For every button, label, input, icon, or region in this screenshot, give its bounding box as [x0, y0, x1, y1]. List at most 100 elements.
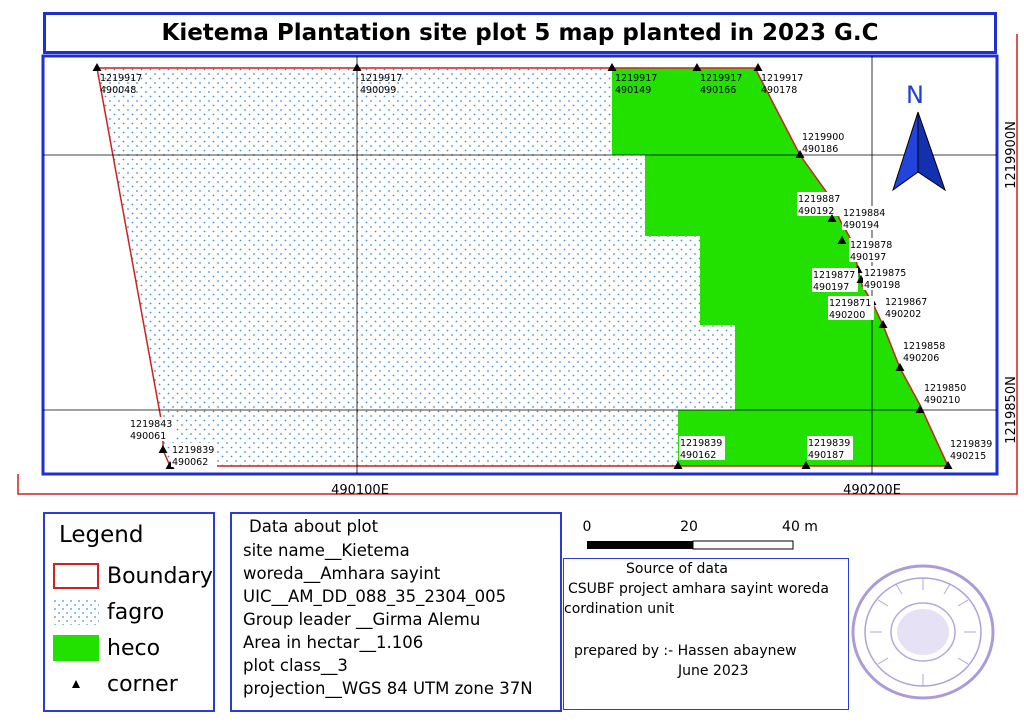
corner-marker — [692, 63, 702, 71]
corner-marker — [837, 236, 847, 244]
corner-easting-label: 490062 — [172, 457, 208, 468]
corner-marker — [673, 461, 683, 469]
corner-easting-label: 490197 — [813, 282, 849, 293]
corner-marker — [753, 63, 763, 71]
corner-easting-label: 490099 — [360, 85, 396, 96]
north-arrow-icon: N — [892, 81, 946, 192]
grid-x-label-2: 490200E — [843, 483, 901, 498]
corner-northing-label: 1219839 — [680, 438, 722, 449]
plot-info-line: site name__Kietema — [243, 541, 410, 560]
source-line: CSUBF project amhara sayint woreda — [568, 581, 829, 597]
corner-marker — [895, 363, 905, 371]
corner-easting-label: 490162 — [680, 450, 716, 461]
scale-bar: 0 20 40 m — [583, 519, 818, 550]
corner-label-bg — [884, 295, 930, 319]
legend: Legend Boundary fagro heco corner — [43, 512, 215, 712]
grid-y-label-2: 1219850N — [1004, 376, 1019, 444]
corner-easting-label: 490187 — [808, 450, 844, 461]
corner-northing-label: 1219887 — [798, 194, 840, 205]
plot-info-heading: Data about plot — [249, 517, 379, 536]
grid-y-label-1: 1219900N — [1004, 121, 1019, 189]
scale-label: 0 — [583, 519, 592, 535]
scale-label: 20 — [680, 519, 698, 535]
corner-marker — [352, 63, 362, 71]
corner-easting-label: 490061 — [130, 431, 166, 442]
map-title-box: Kietema Plantation site plot 5 map plant… — [43, 12, 997, 54]
plot-info-line: Group leader __Girma Alemu — [243, 610, 481, 629]
corner-marker — [801, 461, 811, 469]
map-title: Kietema Plantation site plot 5 map plant… — [161, 20, 879, 46]
corner-northing-label: 1219917 — [100, 73, 142, 84]
legend-item-corner: corner — [53, 669, 178, 699]
corner-label-bg — [902, 339, 948, 363]
corner-label-bg — [129, 417, 175, 441]
legend-label: heco — [107, 635, 161, 661]
fagro-area — [97, 68, 735, 466]
legend-label: fagro — [107, 599, 165, 625]
corner-marker — [878, 320, 888, 328]
corner-northing-label: 1219917 — [615, 73, 657, 84]
outer-red-border — [17, 34, 1018, 495]
corner-easting-label: 490197 — [850, 252, 886, 263]
corner-layer: 1219917490048121991749009912199174901491… — [92, 63, 995, 469]
corner-label-bg — [679, 436, 725, 460]
corner-easting-label: 490194 — [843, 220, 879, 231]
corner-easting-label: 490206 — [903, 353, 939, 364]
plot-info-line: Area in hectar__1.106 — [243, 633, 424, 652]
corner-northing-label: 1219871 — [829, 298, 871, 309]
grid-x-label-1: 490100E — [331, 483, 389, 498]
corner-northing-label: 1219917 — [761, 73, 803, 84]
corner-northing-label: 1219917 — [360, 73, 402, 84]
corner-northing-label: 1219917 — [700, 73, 742, 84]
corner-northing-label: 1219839 — [172, 445, 214, 456]
corner-northing-label: 1219884 — [843, 208, 885, 219]
source-heading: Source of data — [626, 561, 729, 577]
corner-label-bg — [171, 443, 217, 467]
corner-easting-label: 490202 — [885, 309, 921, 320]
corner-marker — [943, 461, 953, 469]
plot-info-box: Data about plot site name__Kietema wored… — [230, 512, 562, 712]
scale-label: 40 m — [782, 519, 818, 535]
corner-northing-label: 1219858 — [903, 341, 945, 352]
corner-marker — [795, 150, 805, 158]
corner-easting-label: 490186 — [802, 144, 838, 155]
official-stamp-icon — [851, 564, 995, 700]
plot-info-line: projection__WGS 84 UTM zone 37N — [243, 679, 533, 698]
source-box: Source of data CSUBF project amhara sayi… — [563, 558, 849, 710]
plot-info-line: plot class__3 — [243, 656, 348, 675]
legend-item-heco: heco — [53, 633, 160, 663]
legend-label: Boundary — [107, 563, 213, 589]
corner-easting-label: 490210 — [924, 395, 960, 406]
legend-item-fagro: fagro — [53, 597, 164, 627]
corner-label-bg — [849, 238, 895, 262]
legend-label: corner — [107, 671, 178, 697]
corner-easting-label: 490200 — [829, 310, 865, 321]
legend-title: Legend — [59, 522, 144, 548]
corner-northing-label: 1219877 — [813, 270, 855, 281]
corner-label-bg — [807, 436, 853, 460]
prepared-by: prepared by :- Hassen abaynew — [574, 643, 797, 659]
corner-easting-label: 490192 — [798, 206, 834, 217]
corner-marker — [915, 405, 925, 413]
corner-easting-label: 490048 — [100, 85, 136, 96]
corner-easting-label: 490198 — [864, 280, 900, 291]
corner-label-bg — [842, 206, 888, 230]
corner-northing-label: 1219867 — [885, 297, 927, 308]
corner-label-bg — [949, 437, 995, 461]
heco-area — [612, 68, 948, 466]
prepared-date: June 2023 — [678, 663, 749, 679]
corner-label-bg — [797, 192, 843, 216]
corner-marker — [607, 63, 617, 71]
legend-item-boundary: Boundary — [53, 561, 213, 591]
corner-marker — [158, 445, 168, 453]
corner-northing-label: 1219839 — [950, 439, 992, 450]
corner-marker — [827, 214, 837, 222]
boundary-swatch — [53, 563, 99, 589]
corner-easting-label: 490149 — [615, 85, 651, 96]
corner-label-bg — [923, 381, 969, 405]
corner-label-bg — [863, 266, 909, 290]
plot-info-line: woreda__Amhara sayint — [243, 564, 441, 583]
corner-northing-label: 1219843 — [130, 419, 172, 430]
corner-northing-label: 1219850 — [924, 383, 966, 394]
